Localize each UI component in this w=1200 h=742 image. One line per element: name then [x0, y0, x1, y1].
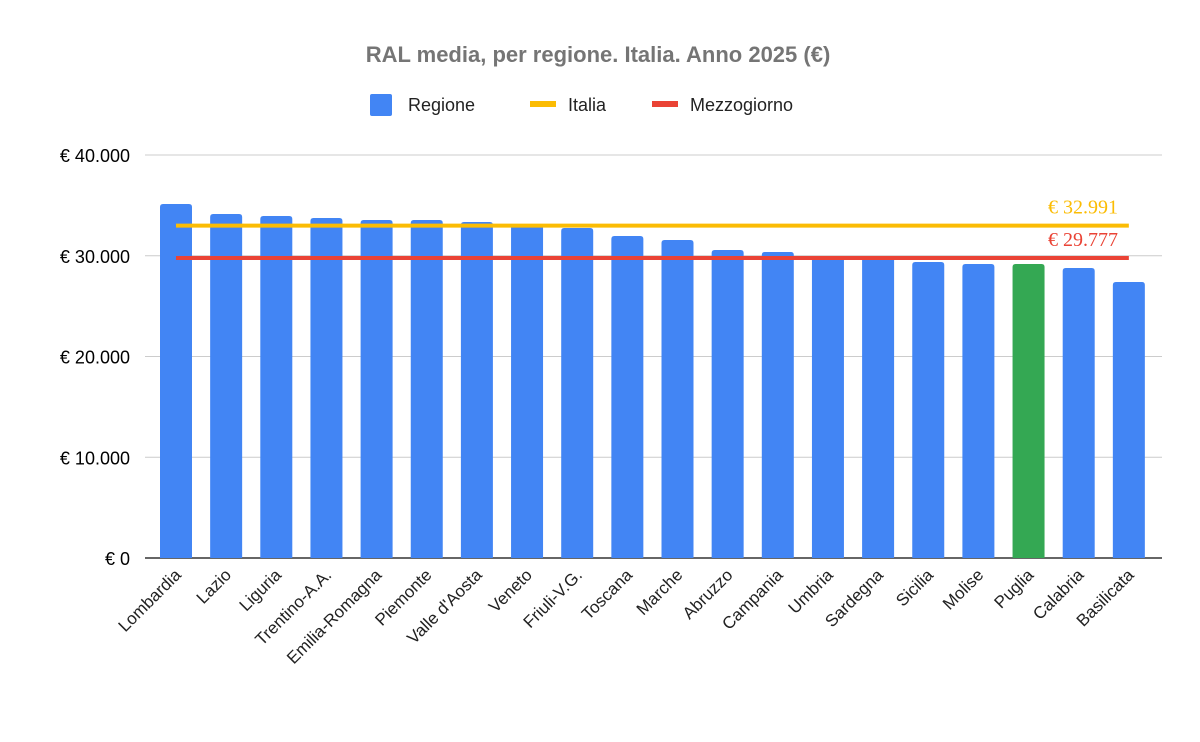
x-tick-label: Liguria: [236, 565, 286, 615]
legend-line-2: [652, 101, 678, 107]
bar-abruzzo: [711, 250, 744, 558]
legend-label: Mezzogiorno: [690, 95, 793, 115]
annotation-mezzogiorno: € 29.777: [1048, 229, 1118, 251]
y-tick-label: € 30.000: [60, 247, 130, 267]
bar-sardegna: [862, 256, 895, 558]
bar-valle-d-aosta: [460, 221, 493, 558]
y-tick-label: € 0: [105, 549, 130, 569]
y-tick-label: € 40.000: [60, 146, 130, 166]
bar-puglia: [1012, 264, 1045, 558]
bar-sicilia: [912, 261, 945, 558]
x-tick-label: Sicilia: [892, 565, 937, 610]
bar-friuli-v-g-: [561, 228, 594, 558]
legend-line-1: [530, 101, 556, 107]
y-tick-label: € 20.000: [60, 348, 130, 368]
legend-swatch-0: [370, 94, 392, 116]
bar-piemonte: [410, 219, 443, 558]
x-tick-label: Marche: [633, 565, 687, 619]
legend-label: Italia: [568, 95, 607, 115]
y-tick-label: € 10.000: [60, 448, 130, 468]
x-tick-label: Molise: [939, 565, 987, 613]
annotation-italia: € 32.991: [1048, 197, 1118, 219]
bar-calabria: [1062, 268, 1095, 558]
bar-trentino-a-a-: [310, 217, 343, 558]
x-tick-label: Puglia: [991, 565, 1038, 612]
legend: Regione Italia Mezzogiorno: [370, 94, 793, 116]
x-tick-label: Lombardia: [115, 565, 186, 636]
x-tick-label: Lazio: [193, 565, 235, 607]
bar-umbria: [811, 256, 844, 558]
legend-label: Regione: [408, 95, 475, 115]
bar-toscana: [611, 236, 644, 559]
bar-campania: [761, 252, 794, 558]
bar-molise: [962, 264, 995, 558]
bar-liguria: [260, 215, 293, 559]
bar-lazio: [210, 214, 243, 559]
chart-title: RAL media, per regione. Italia. Anno 202…: [366, 42, 831, 67]
x-tick-label: Toscana: [578, 565, 637, 624]
bar-marche: [661, 240, 694, 558]
bar-basilicata: [1112, 281, 1145, 558]
bar-lombardia: [160, 203, 192, 559]
bar-emilia-romagna: [360, 219, 393, 558]
bar-veneto: [511, 224, 544, 558]
